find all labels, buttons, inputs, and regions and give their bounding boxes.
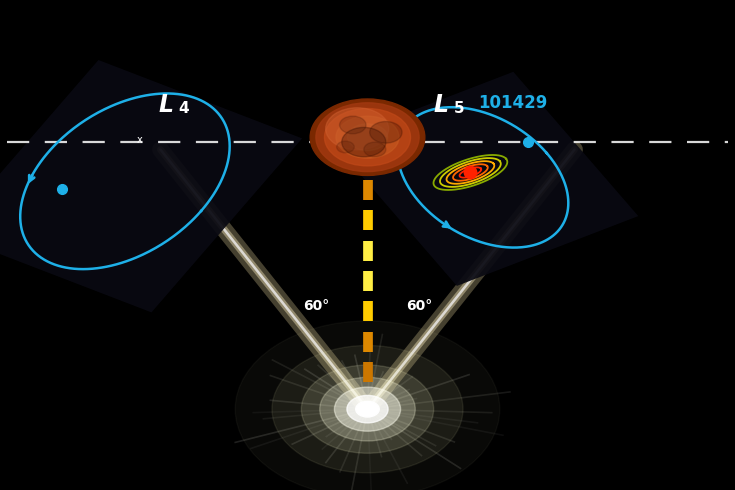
Circle shape (348, 124, 387, 150)
Circle shape (364, 142, 386, 157)
Circle shape (272, 345, 463, 473)
Text: 60°: 60° (406, 299, 432, 313)
Circle shape (301, 365, 434, 453)
Circle shape (320, 377, 415, 441)
Circle shape (356, 401, 379, 417)
Circle shape (324, 109, 410, 166)
Circle shape (342, 127, 386, 157)
Circle shape (316, 103, 419, 172)
Text: L: L (158, 94, 173, 117)
Text: 101429: 101429 (478, 94, 547, 112)
Text: 4: 4 (179, 101, 189, 116)
Circle shape (334, 387, 401, 431)
Circle shape (310, 99, 425, 175)
Circle shape (337, 141, 354, 153)
Text: 60°: 60° (303, 299, 329, 313)
Text: x: x (137, 135, 143, 145)
Circle shape (326, 108, 389, 150)
Circle shape (336, 116, 399, 158)
Polygon shape (332, 72, 638, 286)
Circle shape (340, 116, 366, 134)
Circle shape (370, 122, 402, 143)
Circle shape (347, 395, 388, 423)
Text: 5: 5 (454, 101, 465, 116)
Polygon shape (0, 60, 302, 313)
Text: L: L (434, 94, 448, 117)
